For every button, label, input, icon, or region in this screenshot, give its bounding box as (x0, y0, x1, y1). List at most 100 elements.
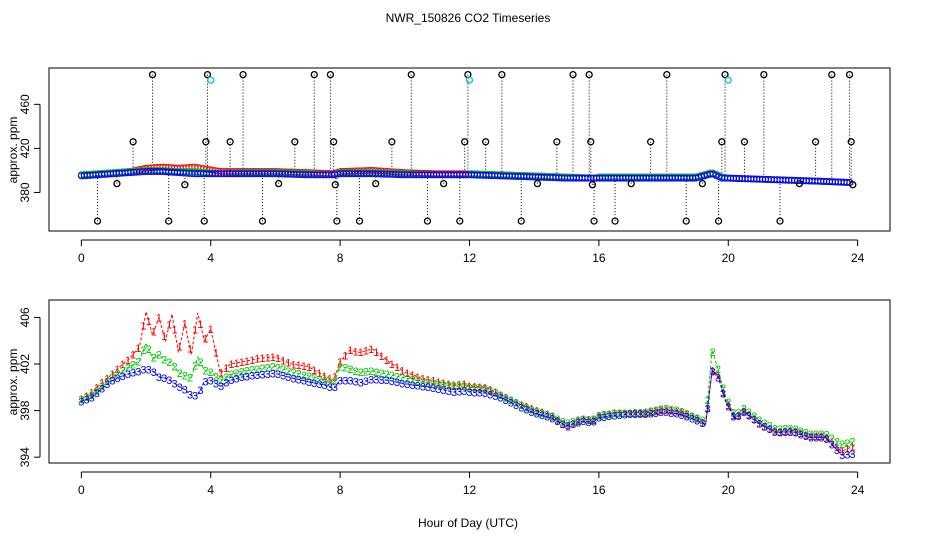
bottom-series-2-point: 2 (213, 372, 219, 384)
bottom-series-2-point: 2 (637, 407, 643, 419)
bottom-series-2-point: 2 (466, 382, 472, 394)
top-marker-point (203, 70, 212, 79)
bottom-series-3-point: 3 (503, 395, 509, 407)
bottom-series-1-point: 1 (171, 324, 177, 336)
bottom-series-2-point: 2 (699, 415, 705, 427)
bottom-series-3-point: 3 (415, 381, 421, 393)
bottom-series-2-point: 2 (368, 366, 374, 378)
bottom-series-3-point: 3 (378, 375, 384, 387)
bottom-series-2-point: 2 (94, 386, 100, 398)
bottom-series-2-point: 2 (849, 436, 855, 448)
bottom-series-2-point: 2 (156, 350, 162, 362)
bottom-series-3-point: 3 (265, 369, 271, 381)
bottom-x-tick-label: 8 (337, 483, 344, 497)
bottom-series-3-point: 3 (332, 382, 338, 394)
bottom-series-1-point: 1 (275, 353, 281, 365)
bottom-series-1-point: 1 (601, 410, 607, 422)
top-marker-point (646, 138, 655, 146)
bottom-series-3-point: 3 (824, 434, 830, 446)
bottom-series-3-point: 3 (673, 409, 679, 421)
bottom-series-3-point: 3 (342, 375, 348, 387)
bottom-series-2-point: 2 (425, 378, 431, 390)
bottom-series-2-point: 2 (617, 408, 623, 420)
bottom-series-1-point: 1 (177, 342, 183, 354)
top-marker-point (181, 181, 189, 189)
top-marker-point (326, 70, 335, 79)
bottom-series-1-point: 1 (684, 409, 690, 421)
bottom-series-3-point: 3 (187, 389, 193, 401)
top-x-tick-label: 16 (592, 251, 606, 265)
top-marker-point (329, 138, 338, 146)
bottom-series-3-point: 3 (534, 409, 540, 421)
bottom-series-3-point: 3 (306, 377, 312, 389)
bottom-series-2-point: 2 (668, 404, 674, 416)
bottom-series-3-point: 3 (399, 378, 405, 390)
bottom-series-2-point: 2 (684, 409, 690, 421)
bottom-series-2-point: 2 (523, 402, 529, 414)
bottom-series-1-point: 1 (705, 403, 711, 415)
bottom-series-2-point: 2 (787, 423, 793, 435)
bottom-series-2-point: 2 (736, 407, 742, 419)
bottom-series-2-point: 2 (611, 408, 617, 420)
bottom-series-3-point: 3 (441, 385, 447, 397)
bottom-series-3-point: 3 (849, 449, 855, 461)
bottom-series-3-point: 3 (839, 450, 845, 462)
top-marker-point (258, 217, 267, 225)
top-marker-point (165, 217, 173, 225)
bottom-series-1-point: 1 (844, 444, 850, 456)
bottom-series-3-point: 3 (311, 378, 317, 390)
bottom-x-tick-label: 12 (463, 483, 477, 497)
bottom-series-2-point: 2 (430, 378, 436, 390)
bottom-series-1-point: 1 (363, 346, 369, 358)
top-x-tick-label: 24 (851, 251, 865, 265)
bottom-series-2-point: 2 (518, 400, 524, 412)
bottom-series-2-point: 2 (373, 367, 379, 379)
bottom-series-3-point: 3 (585, 417, 591, 429)
bottom-series-1-point: 1 (761, 421, 767, 433)
bottom-series-1-point: 1 (410, 370, 416, 382)
bottom-series-2-point: 2 (394, 371, 400, 383)
bottom-series-1-point: 1 (772, 426, 778, 438)
bottom-series-3-point: 3 (430, 383, 436, 395)
bottom-series-3-point: 3 (653, 408, 659, 420)
top-marker-point (407, 70, 415, 79)
bottom-series-2-point: 2 (404, 374, 410, 386)
bottom-series-1-point: 1 (767, 423, 773, 435)
bottom-series-3-point: 3 (544, 412, 550, 424)
top-marker-point (698, 179, 707, 188)
bottom-series-2-point: 2 (234, 368, 240, 380)
bottom-series-3-point: 3 (803, 431, 809, 443)
bottom-series-2-point: 2 (254, 364, 260, 376)
bottom-series-1-point: 1 (673, 406, 679, 418)
bottom-series-2-point: 2 (363, 367, 369, 379)
bottom-y-axis-label: approx. ppm (6, 349, 20, 416)
bottom-series-1-point: 1 (580, 414, 586, 426)
bottom-series-3-point: 3 (787, 427, 793, 439)
bottom-series-3-point: 3 (192, 390, 198, 402)
bottom-series-3-point: 3 (244, 371, 250, 383)
bottom-series-3-point: 3 (353, 377, 359, 389)
bottom-series-3-point: 3 (648, 409, 654, 421)
bottom-series-3-point: 3 (772, 427, 778, 439)
bottom-series-3-point: 3 (146, 365, 152, 377)
top-marker-point (663, 70, 671, 79)
bottom-series-3-point: 3 (617, 410, 623, 422)
bottom-series-3-point: 3 (466, 387, 472, 399)
top-marker-point (569, 70, 577, 79)
bottom-series-1-point: 1 (353, 346, 359, 358)
bottom-series-2-point: 2 (549, 411, 555, 423)
bottom-series-3-point: 3 (549, 414, 555, 426)
bottom-series-2-point: 2 (539, 408, 545, 420)
bottom-series-1-point: 1 (146, 316, 152, 328)
bottom-series-2-point: 2 (115, 369, 121, 381)
bottom-series-2-point: 2 (182, 371, 188, 383)
bottom-series-3-point: 3 (109, 376, 115, 388)
bottom-series-2-point: 2 (275, 362, 281, 374)
bottom-series-2-point: 2 (741, 404, 747, 416)
bottom-series-3-point: 3 (601, 412, 607, 424)
bottom-series-1-point: 1 (270, 352, 276, 364)
top-marker-point (533, 179, 542, 188)
bottom-series-2-point: 2 (772, 423, 778, 435)
bottom-series-1-point: 1 (254, 354, 260, 366)
